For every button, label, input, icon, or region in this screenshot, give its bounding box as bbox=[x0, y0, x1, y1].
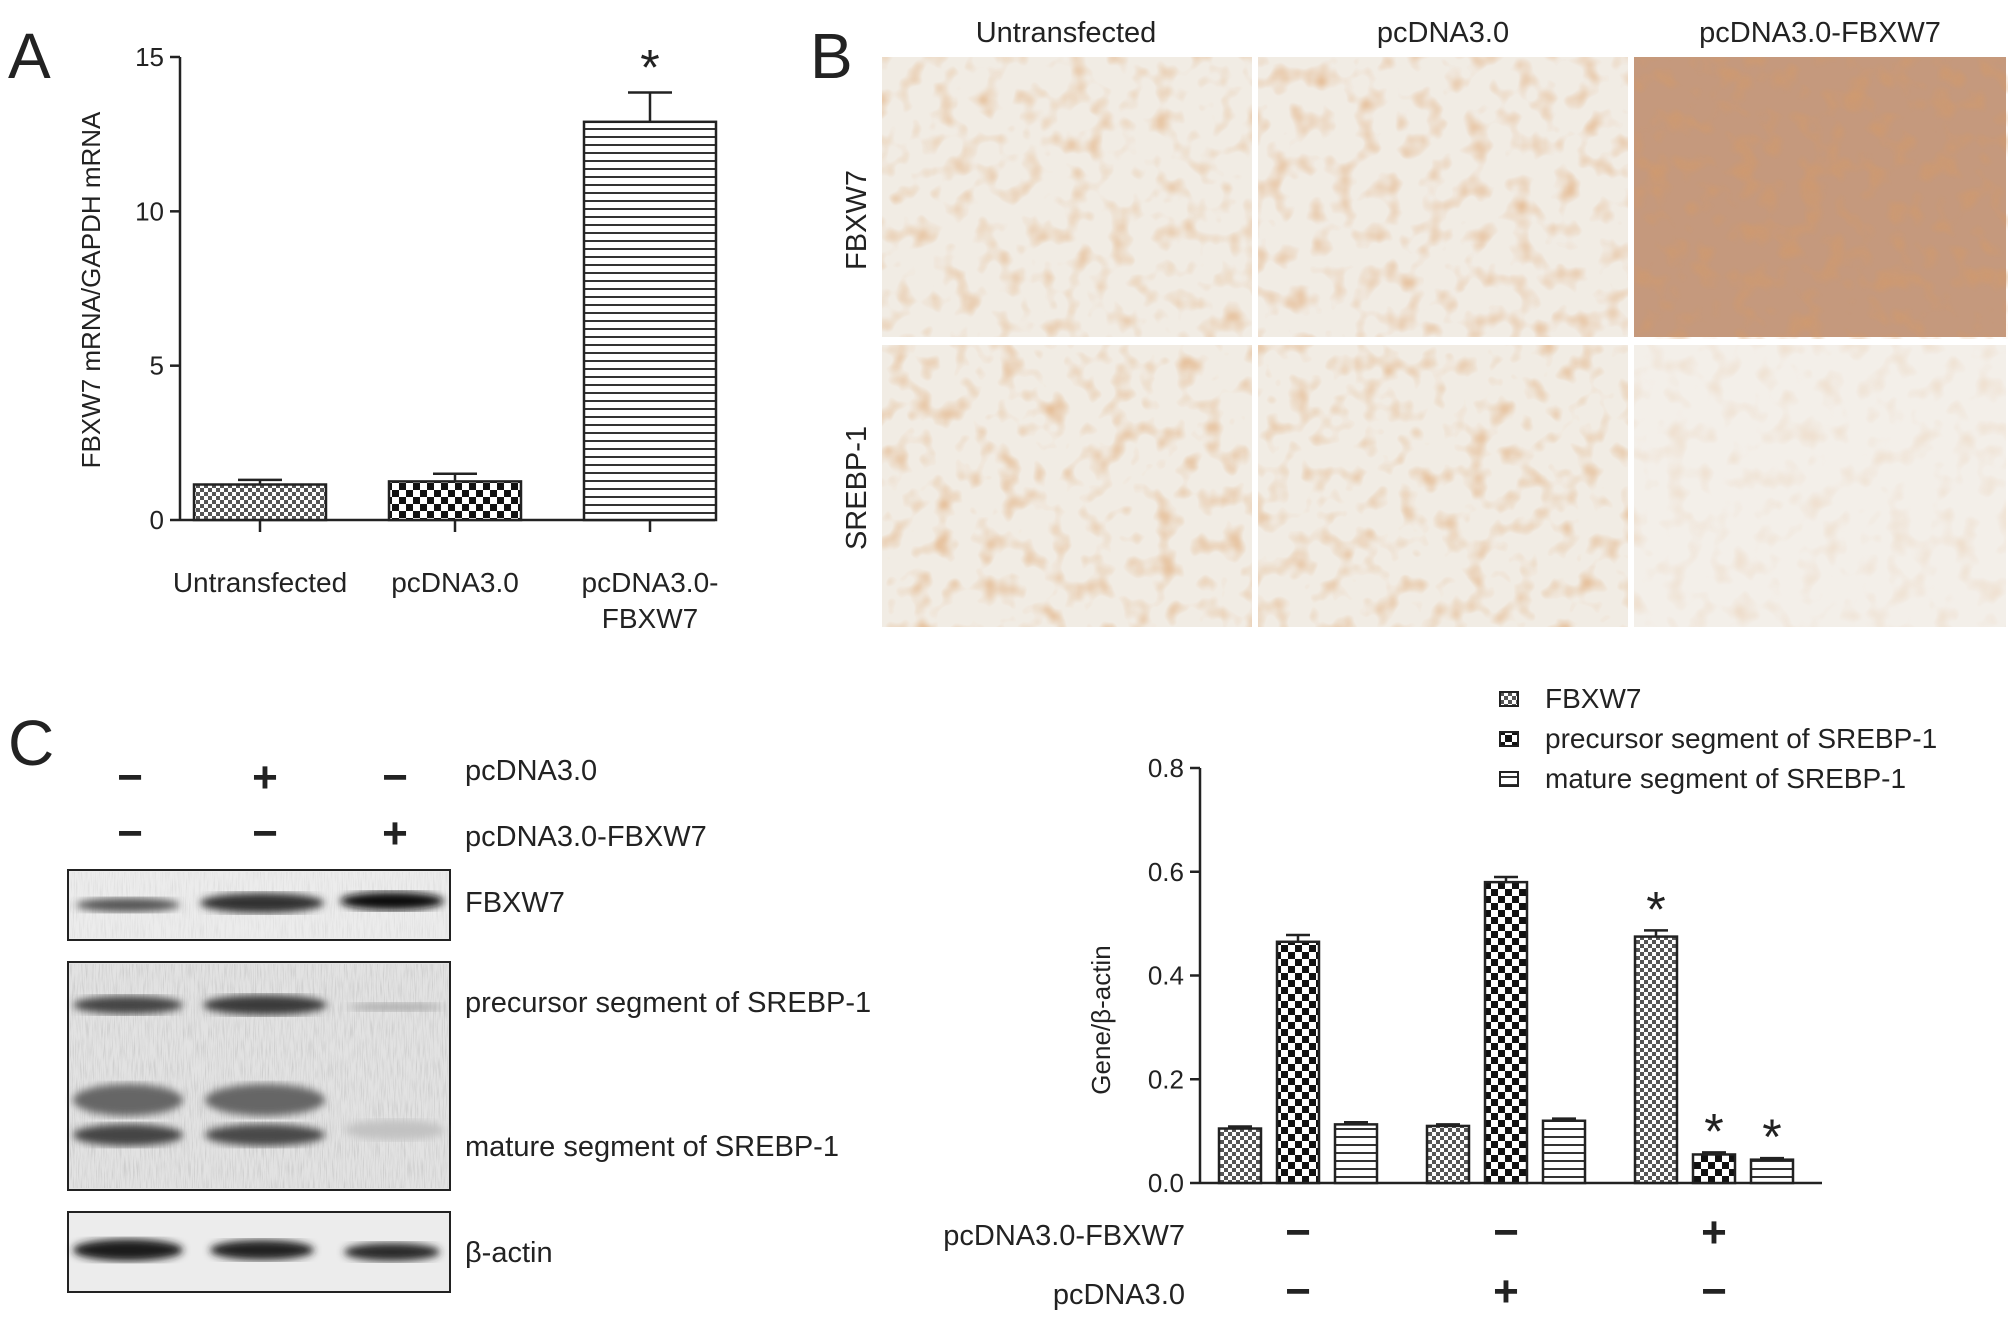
panel-a-bar-pcdna3-0-fbxw7 bbox=[582, 120, 718, 522]
blot-band-label-precursor: precursor segment of SREBP-1 bbox=[465, 987, 871, 1019]
blot-condition-pcdna30-fbxw7: pcDNA3.0-FBXW7 bbox=[465, 821, 707, 853]
panel-c-bar-precursor-segment-of-srebp-1-group1 bbox=[1275, 940, 1321, 1185]
panel-c-bar-mature-segment-of-srebp-1-group2 bbox=[1541, 1119, 1587, 1185]
panel-a-category-line: pcDNA3.0 bbox=[391, 567, 519, 598]
chart-sign-fbxw7-group3: + bbox=[1701, 1208, 1727, 1257]
panel-c-bar-fbxw7-group1 bbox=[1217, 1127, 1263, 1185]
blot-sign-fbxw7-lane3: + bbox=[382, 809, 408, 858]
panel-a-chart: FBXW7 mRNA/GAPDH mRNA 0 5 10 15 * Untransfe… bbox=[76, 39, 718, 634]
blot-sign-fbxw7-lane1: − bbox=[117, 809, 143, 858]
blot-sign-pcdna30-lane2: + bbox=[252, 753, 278, 802]
panel-a-category-untransfected: Untransfected bbox=[173, 567, 347, 598]
panel-c-bar-precursor-segment-of-srebp-1-group2 bbox=[1483, 880, 1529, 1185]
panel-c-bar-mature-segment-of-srebp-1-group3 bbox=[1749, 1158, 1795, 1185]
panel-c-significance-star: * bbox=[1762, 1109, 1781, 1165]
chart-sign-fbxw7-group1: − bbox=[1285, 1208, 1311, 1257]
ihc-image-fbxw7-untransfected bbox=[882, 57, 1252, 337]
panel-a-category-line: pcDNA3.0- bbox=[582, 567, 719, 598]
panel-c-significance-star: * bbox=[1646, 881, 1665, 937]
chart-sign-pcdna30-group2: + bbox=[1493, 1267, 1519, 1316]
panel-a-category-pcdna30-fbxw7: pcDNA3.0- FBXW7 bbox=[582, 567, 719, 634]
panel-letter-a: A bbox=[8, 20, 51, 92]
ihc-column-pcdna30: pcDNA3.0 bbox=[1377, 17, 1509, 49]
ihc-image-srebp1-pcdna30-fbxw7 bbox=[1634, 345, 2006, 627]
blot-band-label-beta-actin: β-actin bbox=[465, 1237, 553, 1269]
panel-c-bars: * * * bbox=[1217, 875, 1795, 1185]
blot-sign-fbxw7-lane2: − bbox=[252, 809, 278, 858]
panel-letter-c: C bbox=[8, 707, 54, 779]
panel-a-ylabel: FBXW7 mRNA/GAPDH mRNA bbox=[76, 111, 106, 468]
panel-a-ytick-label-5: 5 bbox=[150, 351, 164, 381]
panel-c-significance-star: * bbox=[1704, 1103, 1723, 1159]
legend-swatch-precursor-segment-of-srebp-1 bbox=[1499, 731, 1519, 747]
panel-c-chart: Gene/β-actin 0.0 0.2 0.4 0.6 0.8 * * * FBXW7 pr… bbox=[943, 683, 1937, 1316]
chart-sign-pcdna30-group3: − bbox=[1701, 1267, 1727, 1316]
blot-condition-pcdna30: pcDNA3.0 bbox=[465, 755, 597, 787]
panel-c-bar-precursor-segment-of-srebp-1-group3 bbox=[1691, 1153, 1737, 1185]
panel-letter-b: B bbox=[810, 20, 853, 92]
panel-a-category-line: Untransfected bbox=[173, 567, 347, 598]
ihc-row-fbxw7: FBXW7 bbox=[841, 170, 873, 270]
blot-sign-pcdna30-lane1: − bbox=[117, 753, 143, 802]
blot-strip-beta-actin bbox=[67, 1211, 451, 1293]
panel-a-bar-pcdna3-0 bbox=[387, 480, 523, 522]
panel-b-ihc-grid: Untransfected pcDNA3.0 pcDNA3.0-FBXW7 FB… bbox=[841, 17, 2008, 627]
ihc-image-fbxw7-pcdna30-fbxw7 bbox=[1634, 57, 2008, 339]
ihc-image-srebp1-pcdna30 bbox=[1258, 345, 1628, 627]
panel-c-legend: FBXW7 precursor segment of SREBP-1 mature … bbox=[1499, 683, 1937, 794]
legend-label-precursor-segment-of-srebp-1: precursor segment of SREBP-1 bbox=[1545, 723, 1937, 754]
ihc-image-fbxw7-pcdna30 bbox=[1258, 57, 1628, 337]
blot-band-label-fbxw7: FBXW7 bbox=[465, 887, 565, 919]
chart-sign-pcdna30-group1: − bbox=[1285, 1267, 1311, 1316]
panel-c-ytick-label-0: 0.0 bbox=[1148, 1168, 1184, 1198]
legend-swatch-fbxw7 bbox=[1499, 691, 1519, 707]
panel-a-ytick-label-10: 10 bbox=[135, 196, 164, 226]
legend-label-fbxw7: FBXW7 bbox=[1545, 683, 1641, 714]
panel-a-significance-star: * bbox=[640, 39, 659, 95]
panel-a-category-pcdna30: pcDNA3.0 bbox=[391, 567, 519, 598]
panel-a-category-line: FBXW7 bbox=[602, 603, 698, 634]
panel-c-ylabel: Gene/β-actin bbox=[1086, 945, 1116, 1094]
panel-a-ytick-label-0: 0 bbox=[150, 505, 164, 535]
panel-c-ytick-label-0.4: 0.4 bbox=[1148, 961, 1184, 991]
legend-swatch-mature-segment-of-srebp-1 bbox=[1499, 771, 1519, 787]
chart-sign-fbxw7-group2: − bbox=[1493, 1208, 1519, 1257]
blot-sign-pcdna30-lane3: − bbox=[382, 753, 408, 802]
panel-c-western-blot: − + − pcDNA3.0 − − + pcDNA3.0-FBXW7 bbox=[67, 753, 871, 1293]
panel-a-bar-untransfected bbox=[192, 483, 328, 522]
panel-c-ytick-label-0.6: 0.6 bbox=[1148, 857, 1184, 887]
panel-c-bar-fbxw7-group2 bbox=[1425, 1124, 1471, 1185]
legend-label-mature-segment-of-srebp-1: mature segment of SREBP-1 bbox=[1545, 763, 1906, 794]
chart-condition-pcdna30: pcDNA3.0 bbox=[1053, 1279, 1185, 1311]
ihc-row-srebp1: SREBP-1 bbox=[841, 426, 873, 550]
blot-strip-fbxw7 bbox=[67, 869, 451, 941]
panel-c-ytick-label-0.8: 0.8 bbox=[1148, 753, 1184, 783]
ihc-column-untransfected: Untransfected bbox=[976, 17, 1157, 49]
ihc-image-srebp1-untransfected bbox=[882, 345, 1252, 627]
panel-c-bar-fbxw7-group3 bbox=[1633, 935, 1679, 1185]
panel-a-ytick-label-15: 15 bbox=[135, 42, 164, 72]
blot-band-label-mature: mature segment of SREBP-1 bbox=[465, 1131, 839, 1163]
blot-strip-srebp1 bbox=[67, 961, 451, 1191]
ihc-column-pcdna30-fbxw7: pcDNA3.0-FBXW7 bbox=[1699, 17, 1941, 49]
chart-condition-pcdna30-fbxw7: pcDNA3.0-FBXW7 bbox=[943, 1220, 1185, 1252]
panel-a-bars: * bbox=[192, 39, 718, 522]
panel-c-bar-mature-segment-of-srebp-1-group1 bbox=[1333, 1123, 1379, 1185]
panel-c-ytick-label-0.2: 0.2 bbox=[1148, 1064, 1184, 1094]
